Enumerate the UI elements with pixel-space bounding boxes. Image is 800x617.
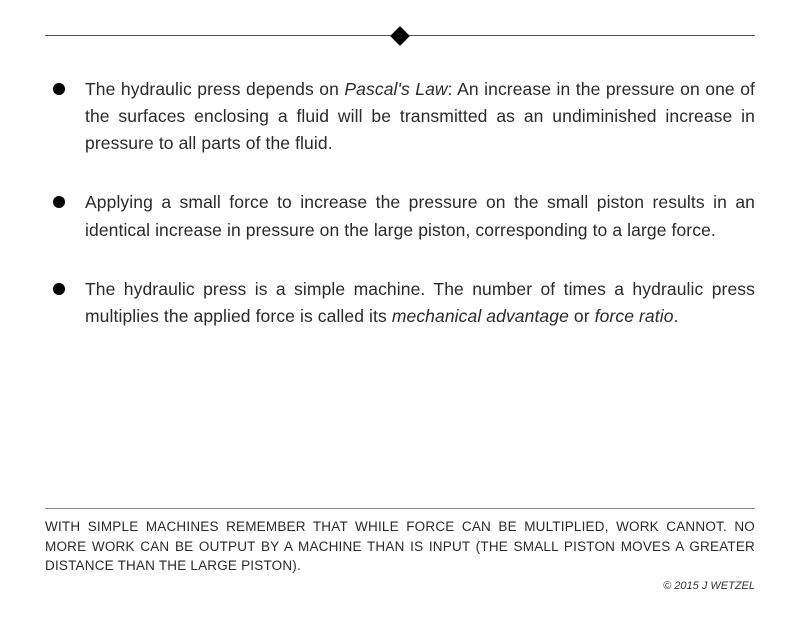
footer-divider (45, 508, 755, 509)
text-segment: Applying a small force to increase the p… (85, 192, 755, 239)
list-item: The hydraulic press is a simple machine.… (53, 276, 755, 330)
bullet-text: Applying a small force to increase the p… (85, 189, 755, 243)
top-divider (45, 35, 755, 36)
footer-note: WITH SIMPLE MACHINES REMEMBER THAT WHILE… (45, 517, 755, 576)
italic-term: force ratio (595, 306, 674, 326)
text-segment: or (569, 306, 595, 326)
bullet-marker-icon (53, 83, 65, 95)
bullet-text: The hydraulic press is a simple machine.… (85, 276, 755, 330)
footer: WITH SIMPLE MACHINES REMEMBER THAT WHILE… (45, 508, 755, 592)
italic-term: Pascal's Law (344, 79, 447, 99)
italic-term: mechanical advantage (392, 306, 569, 326)
list-item: The hydraulic press depends on Pascal's … (53, 76, 755, 157)
bullet-marker-icon (53, 283, 65, 295)
copyright: © 2015 J WETZEL (45, 580, 755, 592)
bullet-marker-icon (53, 196, 65, 208)
bullet-list: The hydraulic press depends on Pascal's … (45, 76, 755, 330)
text-segment: . (674, 306, 679, 326)
list-item: Applying a small force to increase the p… (53, 189, 755, 243)
diamond-ornament-icon (390, 26, 410, 46)
text-segment: The hydraulic press depends on (85, 79, 344, 99)
bullet-text: The hydraulic press depends on Pascal's … (85, 76, 755, 157)
